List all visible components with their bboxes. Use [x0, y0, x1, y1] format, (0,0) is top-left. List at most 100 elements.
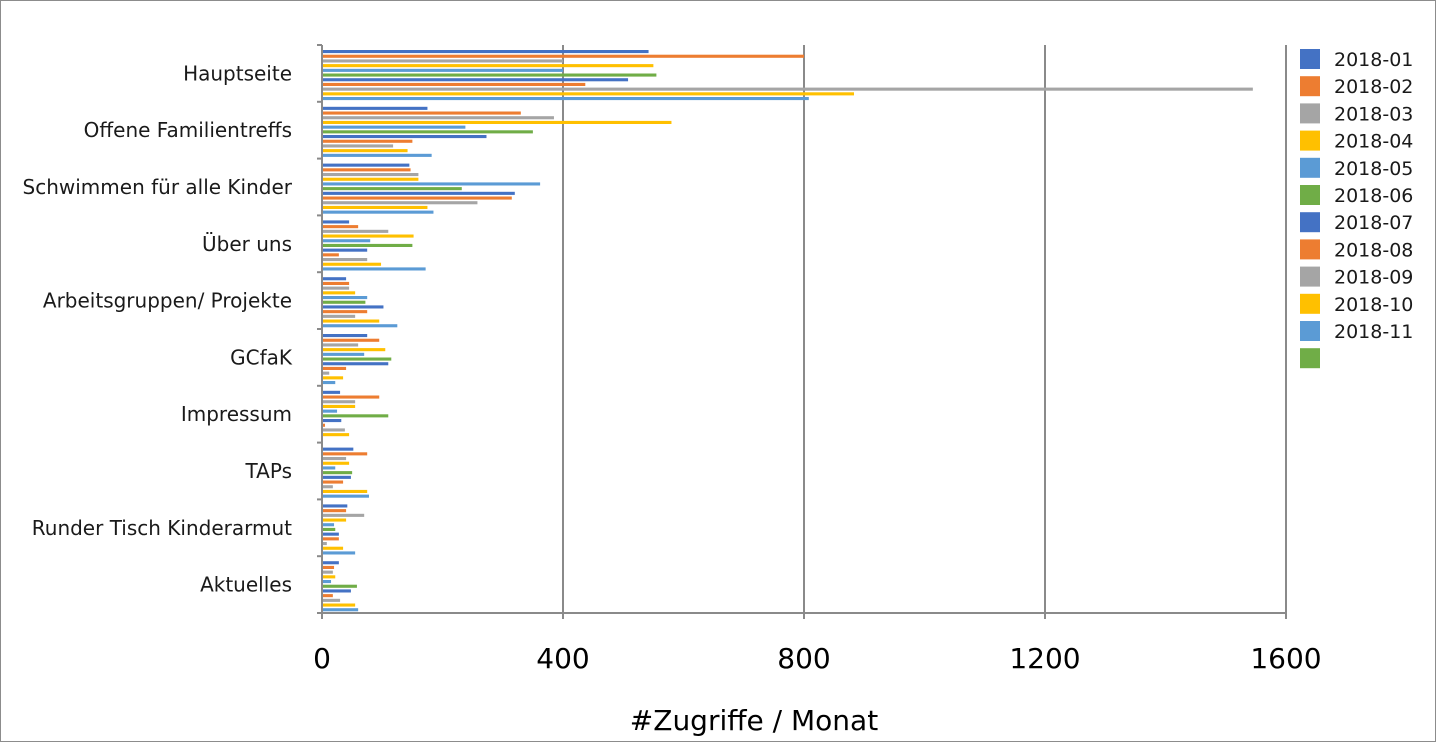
bar [322, 78, 629, 82]
bar [322, 243, 413, 247]
bar [322, 82, 586, 86]
bar [322, 527, 336, 531]
bar [322, 371, 330, 375]
bar [322, 376, 344, 380]
legend-label: 2018-06 [1334, 185, 1413, 207]
bar [322, 73, 657, 77]
legend-swatch [1300, 266, 1320, 287]
bar [322, 575, 336, 579]
bar [322, 92, 855, 96]
bar [322, 338, 380, 342]
legend-label: 2018-07 [1334, 212, 1413, 234]
bar [322, 314, 356, 318]
bar [322, 395, 380, 399]
legend-label: 2018-10 [1334, 294, 1413, 316]
bar [322, 87, 1253, 91]
bar [322, 201, 478, 205]
bar [322, 210, 434, 214]
bar [322, 196, 512, 200]
category-label: TAPs [245, 459, 292, 483]
bar [322, 296, 368, 300]
bar [322, 480, 344, 484]
bar [322, 494, 369, 498]
bar [322, 489, 368, 493]
category-label: Arbeitsgruppen/ Projekte [43, 289, 292, 313]
bar [322, 352, 365, 356]
bar [322, 457, 347, 461]
legend-swatch [1300, 239, 1320, 260]
bar [322, 319, 380, 323]
bar [322, 518, 347, 522]
bar [322, 205, 428, 209]
bar [322, 305, 384, 309]
bar [322, 300, 366, 304]
legend-swatch [1300, 103, 1320, 124]
bar [322, 262, 382, 266]
bar [322, 423, 326, 427]
bar [322, 589, 351, 593]
gridlines [562, 45, 1287, 613]
x-tick-label: 1600 [1250, 642, 1321, 675]
x-tick-label: 1200 [1009, 642, 1080, 675]
legend-swatch [1300, 49, 1320, 69]
legend-swatch [1300, 212, 1320, 233]
bar [322, 135, 487, 139]
legend-label: 2018-04 [1334, 131, 1413, 153]
bar [322, 153, 432, 157]
bar [322, 59, 563, 63]
legend-swatch [1300, 348, 1320, 369]
bar [322, 253, 339, 257]
bar [322, 357, 392, 361]
category-labels: Hauptseite Offene Familientreffs Schwimmen… [23, 61, 293, 596]
bar [322, 144, 394, 148]
bar [322, 130, 533, 134]
bar [322, 97, 809, 101]
bar [322, 234, 414, 238]
bar [322, 390, 341, 394]
bar [322, 54, 804, 58]
legend-swatch [1300, 293, 1320, 314]
x-tick-label: 400 [536, 642, 589, 675]
bar [322, 277, 347, 281]
bar [322, 291, 356, 295]
bar [322, 509, 347, 513]
bar [322, 433, 350, 437]
bar [322, 532, 339, 536]
bar [322, 68, 563, 72]
bar [322, 551, 356, 555]
bar [322, 248, 368, 252]
bar [322, 485, 333, 489]
bar [322, 603, 356, 607]
bar [322, 64, 654, 68]
x-tick-labels: 0 400 800 1200 1600 [313, 642, 1322, 675]
bar [322, 239, 371, 243]
legend-label: 2018-02 [1334, 76, 1413, 98]
category-label: Schwimmen für alle Kinder [23, 175, 293, 199]
bar [322, 177, 419, 181]
legend-label: 2018-09 [1334, 267, 1413, 289]
bar [322, 191, 515, 195]
legend-swatch [1300, 185, 1320, 205]
x-tick-label: 0 [313, 642, 331, 675]
bar [322, 598, 341, 602]
bar [322, 50, 649, 54]
bar [322, 504, 348, 508]
bar [322, 580, 332, 584]
bar [322, 565, 335, 569]
bar [322, 343, 359, 347]
bar [322, 258, 368, 262]
bar [322, 584, 357, 588]
bar [322, 561, 339, 565]
bar [322, 452, 368, 456]
bar [322, 608, 359, 612]
bar [322, 461, 350, 465]
bar [322, 225, 359, 229]
legend-label: 2018-01 [1334, 49, 1413, 71]
bar [322, 220, 350, 224]
bar [322, 310, 368, 314]
bar [322, 366, 347, 370]
category-label: Aktuelles [200, 573, 292, 597]
category-label: Offene Familientreffs [84, 118, 292, 142]
bar [322, 419, 342, 423]
axes [317, 44, 1287, 619]
